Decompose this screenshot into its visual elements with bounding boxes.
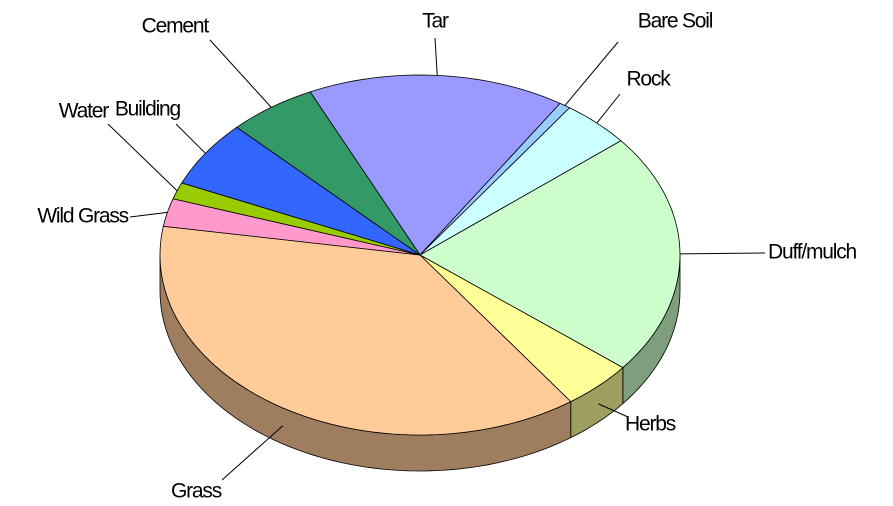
slice-label: Water [59, 100, 109, 123]
leader-line [596, 93, 621, 124]
slice-label: Bare Soil [638, 10, 713, 33]
leader-line [175, 123, 206, 154]
slice-label: Building [115, 98, 181, 121]
slice [419, 254, 624, 403]
slice-label: Rock [626, 68, 671, 91]
slice [181, 126, 421, 256]
slice [419, 107, 622, 256]
leader-line [434, 37, 438, 76]
slice-label: Herbs [625, 413, 676, 436]
leader-line [107, 123, 178, 192]
leader-line [679, 252, 766, 255]
leader-line [598, 403, 629, 418]
leader-line [209, 39, 272, 108]
slice-label: Duff/mulch [768, 241, 857, 264]
leader-line [221, 425, 284, 481]
slice-label: Grass [171, 480, 222, 503]
slice [159, 225, 572, 436]
leader-line [564, 41, 619, 106]
slice-label: Tar [422, 10, 449, 33]
leader-line [129, 211, 168, 218]
slice [309, 74, 561, 256]
slice [162, 198, 421, 256]
slice-label: Wild Grass [37, 205, 128, 228]
slice-label: Cement [142, 15, 210, 38]
